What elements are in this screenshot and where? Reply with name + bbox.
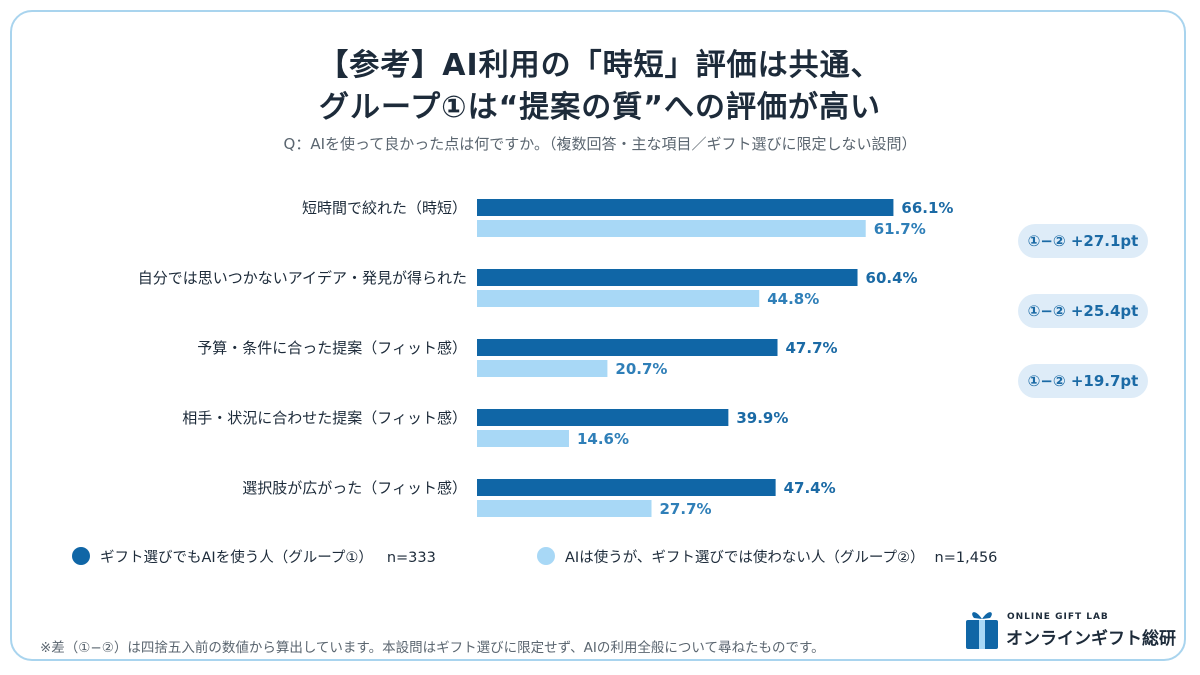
- bar-group1: [477, 269, 858, 286]
- category-label: 予算・条件に合った提案（フィット感）: [197, 339, 467, 357]
- value-label-group1: 47.7%: [786, 339, 838, 357]
- bar-group2: [477, 500, 652, 517]
- bar-group1: [477, 409, 729, 426]
- bar-group2: [477, 360, 608, 377]
- logo-caption: ONLINE GIFT LAB: [1007, 612, 1109, 622]
- value-label-group2: 61.7%: [874, 220, 926, 238]
- category-label: 選択肢が広がった（フィット感）: [242, 479, 467, 497]
- category-label: 相手・状況に合わせた提案（フィット感）: [182, 409, 467, 427]
- value-label-group2: 20.7%: [615, 360, 667, 378]
- legend-group1-marker: [72, 547, 90, 565]
- legend-group1: ギフト選びでもAIを使う人（グループ①） n=333: [100, 546, 436, 567]
- value-label-group1: 66.1%: [901, 199, 953, 217]
- bar-group1: [477, 199, 894, 216]
- difference-pill: ①−② +19.7pt: [1018, 364, 1148, 398]
- legend-group2-marker: [537, 547, 555, 565]
- value-label-group1: 60.4%: [866, 269, 918, 287]
- value-label-group1: 39.9%: [736, 409, 788, 427]
- bar-group1: [477, 339, 778, 356]
- category-label: 自分では思いつかないアイデア・発見が得られた: [138, 269, 467, 287]
- bar-group2: [477, 430, 569, 447]
- difference-pill: ①−② +25.4pt: [1018, 294, 1148, 328]
- gift-box-icon: [966, 612, 998, 649]
- legend-group1-n: n=333: [386, 550, 436, 566]
- bar-group1: [477, 479, 776, 496]
- difference-pill: ①−② +27.1pt: [1018, 224, 1148, 258]
- legend-group2-label: AIは使うが、ギフト選びでは使わない人（グループ②）: [565, 550, 925, 566]
- value-label-group2: 44.8%: [767, 290, 819, 308]
- footnote: ※差（①−②）は四捨五入前の数値から算出しています。本設問はギフト選びに限定せず…: [40, 640, 825, 656]
- legend-group2-n: n=1,456: [934, 550, 998, 566]
- value-label-group1: 47.4%: [784, 479, 836, 497]
- category-label: 短時間で絞れた（時短）: [302, 199, 467, 217]
- value-label-group2: 14.6%: [577, 430, 629, 448]
- chart-title-line1: 【参考】AI利用の「時短」評価は共通、: [318, 48, 882, 83]
- legend-group2: AIは使うが、ギフト選びでは使わない人（グループ②） n=1,456: [565, 546, 997, 567]
- chart-title-line2: グループ①は“提案の質”への評価が高い: [318, 90, 882, 125]
- bar-group2: [477, 220, 866, 237]
- logo-wordmark: オンラインギフト総研: [1006, 629, 1176, 649]
- bar-group2: [477, 290, 760, 307]
- card-frame: [10, 10, 1186, 661]
- legend-group1-label: ギフト選びでもAIを使う人（グループ①）: [100, 550, 373, 566]
- question-subtitle: Q：AIを使って良かった点は何ですか。（複数回答・主な項目／ギフト選びに限定しな…: [283, 135, 917, 153]
- value-label-group2: 27.7%: [660, 500, 712, 518]
